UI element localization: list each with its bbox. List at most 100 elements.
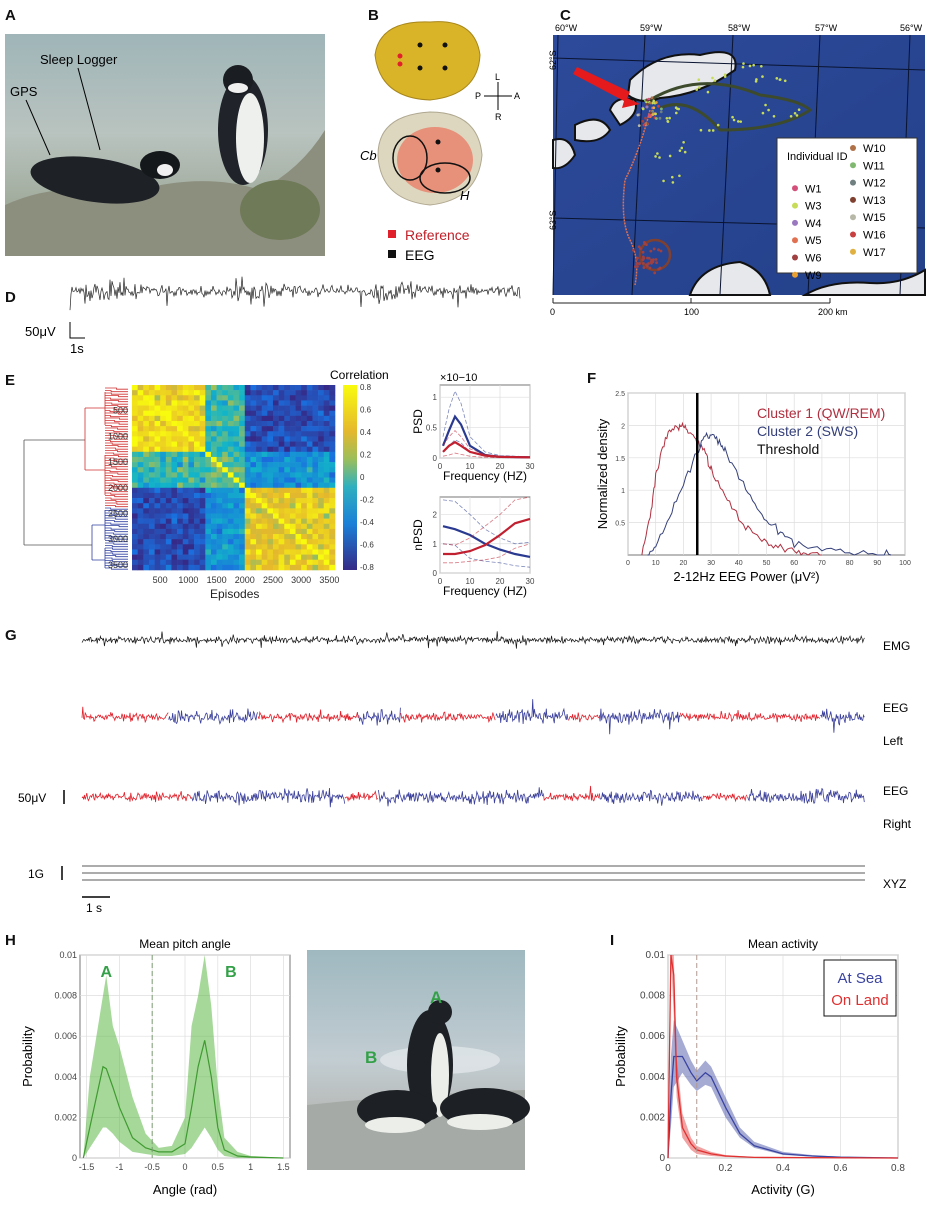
heatmap-cell	[239, 534, 246, 540]
heatmap-cell	[199, 513, 206, 519]
heatmap-cell	[256, 410, 262, 417]
heatmap-cell	[182, 544, 189, 550]
heatmap-cell	[256, 405, 262, 411]
psd-xtick-label: 10	[466, 462, 475, 471]
heatmap-cell	[132, 390, 138, 396]
dendrogram-leaf	[105, 480, 128, 483]
heatmap-cell	[227, 523, 234, 530]
map-scale-bar: 0 100 200 km	[550, 298, 848, 317]
heatmap-cell	[205, 385, 212, 391]
track-point-colony	[649, 101, 653, 105]
heatmap-cell	[301, 482, 308, 489]
heatmap-cell	[177, 420, 184, 427]
dendrogram-leaf	[105, 440, 128, 443]
lon-tick-label: 56°W	[900, 23, 923, 33]
heatmap-cell	[132, 492, 138, 499]
heatmap-cell	[329, 426, 336, 432]
heatmap-cell	[244, 431, 251, 437]
heatmap-cell	[148, 503, 155, 509]
track-point-w6	[655, 261, 659, 265]
track-point-w6	[647, 262, 650, 265]
heatmap-cell	[329, 467, 336, 473]
heatmap-cell	[329, 395, 336, 401]
heatmap-cell	[272, 385, 279, 391]
heatmap-cell	[160, 456, 167, 463]
heatmap-cell	[194, 441, 200, 447]
heatmap-cell	[227, 441, 234, 447]
heatmap-cell	[210, 431, 217, 437]
heatmap-cell	[250, 385, 257, 391]
heatmap-cell	[318, 390, 325, 396]
heatmap-cell	[143, 544, 150, 550]
heatmap-cell	[194, 472, 200, 478]
panel-i-title: Mean activity	[748, 937, 818, 951]
heatmap-cell	[171, 405, 178, 411]
heatmap-cell	[171, 395, 178, 401]
heatmap-cell	[239, 467, 246, 473]
legend-marker-w12	[850, 179, 856, 186]
panel-label-a: A	[5, 7, 16, 24]
heatmap-cell	[143, 518, 150, 525]
heatmap-cell	[210, 477, 217, 483]
heatmap-cell	[306, 451, 313, 458]
panel-i-ytick-label: 0.01	[646, 950, 666, 961]
heatmap-cell	[227, 400, 234, 406]
heatmap-cell	[318, 400, 325, 406]
panel-i-xtick-label: 0.2	[719, 1163, 733, 1174]
heatmap-cell	[244, 518, 251, 525]
track-point-w3	[760, 65, 763, 68]
heatmap-cell	[182, 420, 189, 427]
heatmap-ytick-label: 3000	[108, 534, 128, 544]
heatmap-cell	[256, 400, 262, 406]
heatmap-cell	[244, 477, 251, 483]
eeg-left-trace-cluster1	[81, 706, 169, 724]
heatmap-cell	[171, 426, 178, 432]
heatmap-cell	[216, 544, 223, 550]
heatmap-cell	[312, 431, 319, 437]
heatmap-cell	[233, 390, 240, 396]
heatmap-cell	[182, 539, 189, 545]
heatmap-cell	[143, 390, 150, 396]
heatmap-cell	[284, 503, 291, 509]
heatmap-cell	[222, 415, 229, 422]
legend-marker-w15	[850, 214, 856, 221]
heatmap-xtick-label: 500	[153, 575, 168, 585]
heatmap-cell	[205, 544, 212, 550]
heatmap-cell	[216, 498, 223, 504]
track-point-w3	[706, 90, 710, 94]
activity-line-on-land	[667, 954, 899, 1159]
heatmap-cell	[272, 441, 279, 447]
heatmap-cell	[250, 528, 257, 535]
heatmap-cell	[295, 415, 302, 422]
heatmap-cell	[188, 534, 195, 540]
heatmap-cell	[239, 513, 246, 519]
track-point-w3	[793, 111, 797, 115]
heatmap-cell	[210, 390, 217, 396]
heatmap-cell	[194, 549, 200, 555]
heatmap-cell	[318, 385, 325, 391]
heatmap-cell	[182, 446, 189, 453]
heatmap-cell	[318, 482, 325, 489]
heatmap-cell	[244, 462, 251, 468]
track-point-w3	[767, 108, 770, 112]
heatmap-cell	[295, 436, 302, 442]
heatmap-cell	[160, 534, 167, 540]
heatmap-cell	[132, 549, 138, 555]
npsd-xtick-label: 30	[526, 577, 535, 586]
heatmap-cell	[256, 477, 262, 483]
track-point-w3	[668, 116, 671, 120]
heatmap-cell	[177, 477, 184, 483]
heatmap-cell	[323, 508, 330, 514]
heatmap-cell	[244, 410, 251, 417]
heatmap-cell	[256, 544, 262, 550]
heatmap-cell	[177, 395, 184, 401]
heatmap-cell	[132, 410, 138, 417]
heatmap-cell	[318, 456, 325, 463]
panel-i-xtick-label: 0	[665, 1163, 671, 1174]
heatmap-cell	[137, 549, 144, 555]
heatmap-cell	[227, 451, 234, 458]
heatmap-cell	[329, 390, 336, 396]
heatmap-cell	[216, 539, 223, 545]
heatmap-cell	[227, 482, 234, 489]
heatmap-cell	[323, 534, 330, 540]
